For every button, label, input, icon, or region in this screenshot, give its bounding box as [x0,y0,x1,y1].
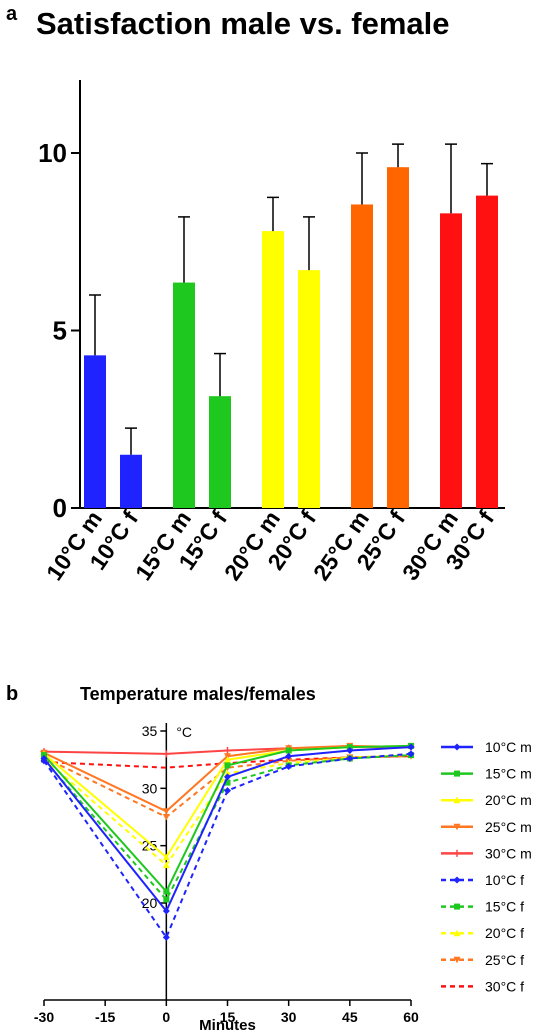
bar [476,195,498,508]
y-tick-label: 5 [53,316,67,346]
x-tick-label: 45 [342,1009,358,1025]
bar [351,204,373,508]
legend-label: 15°C m [485,766,532,782]
x-axis-label: Minutes [199,1017,256,1034]
x-tick-label: 15 [220,1009,236,1025]
y-tick-label: 25 [142,838,158,854]
data-point [285,752,293,760]
panel-a-title: Satisfaction male vs. female [36,6,450,41]
y-tick-label: 10 [38,138,67,168]
data-point [162,907,170,915]
data-point [346,755,354,763]
data-point [454,903,460,910]
panel-b-title: Temperature males/females [80,684,316,704]
data-point [453,876,461,884]
data-point [407,743,415,751]
data-point [224,762,231,769]
y-tick-label: 20 [142,895,158,911]
data-point [162,861,170,869]
data-point [162,933,170,941]
data-point [453,849,461,857]
data-point [454,770,460,777]
x-tick-label: -15 [95,1009,115,1025]
data-point [224,773,231,781]
data-point [453,823,461,831]
y-tick-label: 35 [142,723,158,739]
bar [387,167,409,508]
series-line [43,754,412,902]
legend-label: 20°C m [485,792,532,808]
bar [209,396,231,508]
data-point [224,756,231,763]
data-point [162,814,170,821]
data-point [407,750,415,758]
legend-label: 25°C f [485,952,524,968]
legend-label: 10°C f [485,872,524,888]
panel-a-letter: a [6,3,18,25]
data-point [162,808,170,815]
legend-label: 30°C m [485,845,532,861]
series-line [43,746,412,913]
data-point [285,763,293,771]
legend-label: 10°C m [485,739,532,755]
series-line [43,752,412,940]
data-point [453,796,461,804]
bar [440,213,462,508]
bar [262,231,284,508]
data-point [224,746,231,754]
data-point [453,929,461,937]
data-point [162,750,170,758]
x-tick-label: 30 [281,1009,297,1025]
y-tick-label: 30 [142,780,158,796]
y-axis-label: °C [176,724,192,740]
bar [84,355,106,508]
legend-label: 25°C m [485,819,532,835]
y-tick-label: 0 [53,493,67,523]
data-point [346,746,354,754]
data-point [285,747,292,754]
x-tick-label: 0 [162,1009,170,1025]
data-point [224,787,231,795]
bar [298,270,320,508]
data-point [453,956,461,964]
panel-b-letter: b [6,683,18,705]
bar [120,454,142,508]
data-point [453,743,461,751]
x-tick-label: -30 [34,1009,54,1025]
data-point [224,769,231,777]
data-point [163,896,170,903]
legend-label: 20°C f [485,925,524,941]
data-point [162,853,170,861]
bar [173,282,195,508]
panel-b-chart: -30 -15 0 15 30 45 60 Minutes 20 25 30 35 °C 10°C m 15… [34,723,532,1034]
data-point [163,888,170,895]
series-line [43,744,412,894]
series-line [43,755,412,819]
x-tick-label: 60 [403,1009,419,1025]
legend-label: 30°C f [485,978,524,994]
data-point [40,755,48,763]
data-point [224,779,231,786]
legend-label: 15°C f [485,899,524,915]
